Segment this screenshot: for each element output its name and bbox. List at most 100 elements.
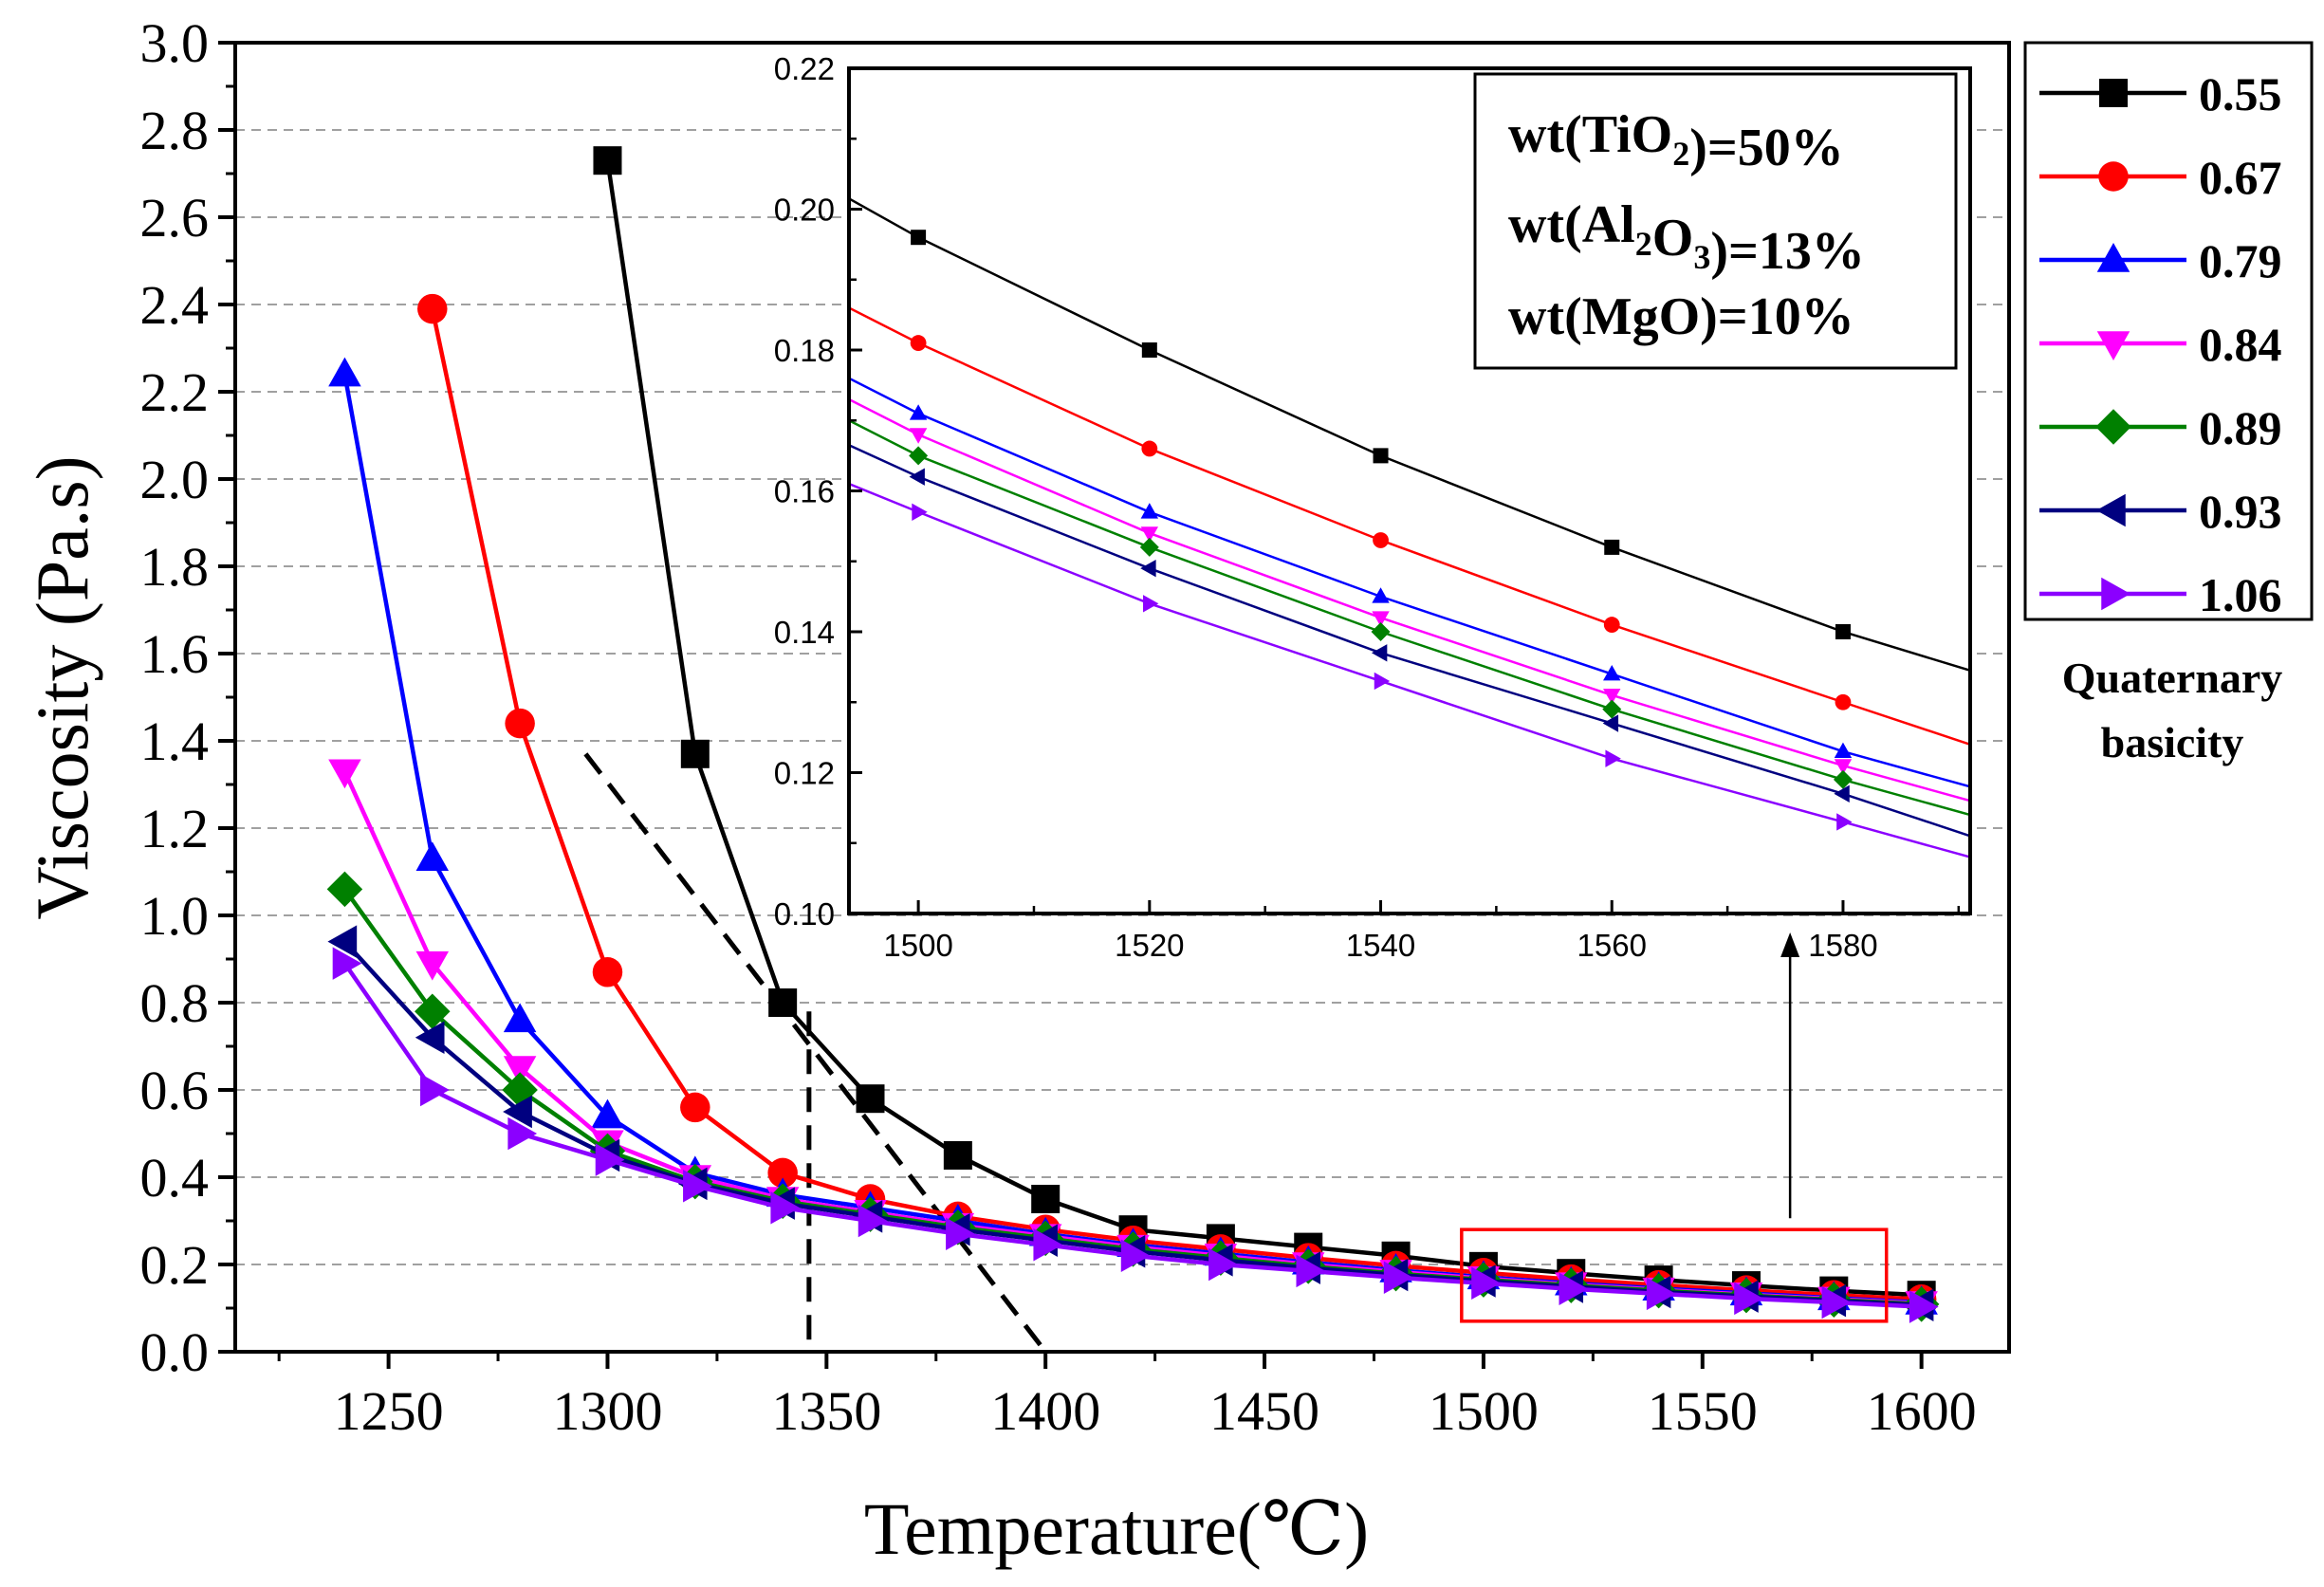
point-1-06-1240	[332, 947, 362, 980]
point-1-06-1280	[507, 1116, 538, 1151]
inset-series-0-84	[849, 397, 1970, 803]
point-1-06-1460	[1296, 1254, 1326, 1288]
point-0-55-1340	[768, 988, 798, 1017]
x-tick-label-1300: 1300	[552, 1380, 662, 1442]
zoom-arrow	[1780, 932, 1800, 1219]
inset-point-0-55-1580	[1835, 624, 1851, 639]
inset-point-0-55-1540	[1373, 448, 1389, 464]
annotation-line-1: wt(TiO2)=50%	[1508, 105, 1844, 177]
point-1-06-1340	[770, 1190, 801, 1225]
main-series	[326, 146, 1940, 1323]
point-1-06-1400	[1033, 1228, 1063, 1262]
x-tick-label-1550: 1550	[1648, 1380, 1758, 1442]
y-tick-label-1-8: 1.8	[140, 536, 210, 598]
legend: 0.55 0.67 0.79 0.84 0.89 0.93 1.06	[2023, 41, 2314, 621]
point-0-93-1280	[503, 1095, 532, 1129]
y-tick-label-0-0: 0.0	[140, 1321, 210, 1383]
inset-y-tick-label-0-14: 0.14	[774, 615, 835, 650]
point-0-55-1380	[943, 1141, 972, 1170]
legend-item-0-89: 0.89	[2039, 401, 2282, 454]
legend-item-0-67: 0.67	[2039, 151, 2282, 204]
legend-title-line2: basicity	[2101, 718, 2244, 766]
inset-y-tick-label-0-12: 0.12	[774, 756, 835, 791]
inset-point-0-93-1520	[1140, 559, 1156, 578]
inset-point-0-89-1520	[1139, 537, 1159, 557]
legend-item-1-06: 1.06	[2039, 568, 2282, 621]
legend-marker-0-89	[2095, 409, 2131, 445]
inset-point-0-67-1520	[1141, 440, 1158, 457]
inset-x-tick-label-1540: 1540	[1346, 928, 1415, 963]
point-0-84-1260	[415, 950, 450, 981]
inset-point-0-93-1580	[1834, 784, 1850, 803]
point-0-84-1240	[328, 759, 361, 789]
legend-marker-1-06	[2101, 577, 2130, 611]
inset-x-tick-label-1580: 1580	[1808, 928, 1877, 963]
point-0-55-1300	[593, 146, 622, 175]
legend-label-1-06: 1.06	[2199, 568, 2282, 621]
legend-label-0-89: 0.89	[2199, 401, 2282, 454]
inset-series	[849, 197, 1970, 858]
y-tick-label-2-8: 2.8	[140, 100, 210, 161]
highlight-box	[1460, 1227, 1889, 1323]
y-tick-label-0-6: 0.6	[140, 1060, 210, 1121]
inset-point-0-55-1500	[911, 230, 927, 246]
composition-annotation: wt(TiO2)=50% wt(Al2O3)=13% wt(MgO)=10%	[1473, 72, 1958, 370]
inset-series-0-89	[849, 419, 1970, 817]
legend-item-0-93: 0.93	[2039, 485, 2282, 538]
inset-series-0-79	[849, 377, 1970, 788]
y-tick-label-2-2: 2.2	[140, 361, 210, 423]
annotation-box	[1473, 72, 1958, 370]
y-tick-label-0-2: 0.2	[140, 1234, 210, 1296]
inset-y-tick-label-0-10: 0.10	[774, 896, 835, 932]
inset-point-0-89-1560	[1602, 699, 1622, 719]
tangent-line	[583, 752, 1048, 1354]
legend-marker-0-93	[2096, 493, 2126, 527]
annotation-line-2: wt(Al2O3)=13%	[1508, 195, 1865, 281]
inset-point-0-89-1540	[1371, 622, 1391, 641]
inset-point-0-79-1500	[909, 404, 928, 420]
y-tick-label-0-8: 0.8	[140, 972, 210, 1034]
point-1-06-1580	[1821, 1285, 1852, 1319]
inset-series-0-67	[849, 306, 1970, 746]
inset-y-tick-label-0-18: 0.18	[774, 333, 835, 368]
legend-label-0-55: 0.55	[2199, 67, 2282, 120]
y-tick-label-3-0: 3.0	[140, 12, 210, 74]
main-ticks: 1250 1300 1350 1400 1450 1500 1550 1600 0.0 0.2 0.…	[140, 12, 1977, 1442]
point-0-89-1260	[415, 993, 451, 1029]
point-0-55-1320	[680, 739, 710, 768]
inset-y-tick-label-0-22: 0.22	[774, 51, 835, 86]
point-0-79-1240	[328, 357, 361, 387]
point-1-06-1500	[1471, 1266, 1501, 1301]
inset-x-tick-label-1560: 1560	[1577, 928, 1647, 963]
x-tick-label-1400: 1400	[990, 1380, 1100, 1442]
inset-y-tick-label-0-20: 0.20	[774, 193, 835, 228]
point-1-06-1260	[420, 1073, 450, 1107]
y-tick-label-2-0: 2.0	[140, 449, 210, 510]
inset-point-0-67-1580	[1835, 693, 1852, 710]
point-1-06-1520	[1559, 1272, 1589, 1306]
annotation-sub-1: 2	[1672, 135, 1689, 173]
legend-marker-0-79	[2096, 243, 2130, 272]
point-0-67-1340	[767, 1157, 798, 1189]
point-0-67-1320	[680, 1092, 710, 1123]
annotation-mid-2: O	[1652, 209, 1694, 268]
inset-point-0-55-1520	[1141, 342, 1157, 358]
legend-marker-0-84	[2096, 331, 2130, 360]
legend-title-line1: Quaternary	[2062, 654, 2283, 702]
zoom-arrow-head	[1780, 932, 1800, 957]
y-tick-label-1-6: 1.6	[140, 623, 210, 685]
annotation-line-3: wt(MgO)=10%	[1508, 287, 1854, 346]
annotation-prefix-1: wt(TiO	[1508, 105, 1672, 164]
inset-point-0-84-1580	[1834, 759, 1853, 775]
legend-item-0-79: 0.79	[2039, 234, 2282, 287]
point-1-06-1440	[1208, 1247, 1238, 1282]
point-0-79-1260	[415, 841, 450, 871]
x-tick-label-1500: 1500	[1429, 1380, 1539, 1442]
inset-point-1-06-1520	[1143, 595, 1159, 613]
inset-x-tick-label-1500: 1500	[883, 928, 952, 963]
inset-y-tick-label-0-16: 0.16	[774, 474, 835, 509]
legend-item-0-55: 0.55	[2039, 67, 2282, 120]
inset-point-0-79-1540	[1372, 587, 1390, 603]
